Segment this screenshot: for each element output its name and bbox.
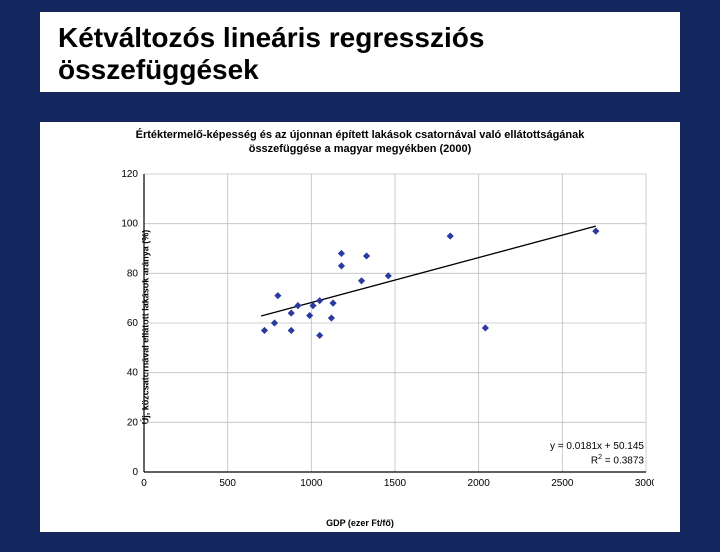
regression-equation: y = 0.0181x + 50.145 R2 = 0.3873: [550, 440, 644, 468]
svg-text:1000: 1000: [300, 478, 323, 489]
chart-title: Értéktermelő-képesség és az újonnan épít…: [40, 122, 680, 157]
svg-text:0: 0: [132, 467, 138, 478]
title-container: Kétváltozós lineáris regressziós összefü…: [40, 12, 680, 92]
slide: Kétváltozós lineáris regressziós összefü…: [0, 12, 720, 552]
svg-text:40: 40: [127, 368, 139, 379]
svg-text:2000: 2000: [468, 478, 491, 489]
chart-title-line2: összefüggése a magyar megyékben (2000): [249, 143, 472, 155]
x-axis-label: GDP (ezer Ft/fő): [40, 518, 680, 528]
svg-text:80: 80: [127, 268, 139, 279]
chart-title-line1: Értéktermelő-képesség és az újonnan épít…: [136, 129, 585, 141]
r2-value: 0.3873: [613, 456, 644, 467]
slide-title: Kétváltozós lineáris regressziós összefü…: [58, 22, 662, 86]
svg-text:0: 0: [141, 478, 147, 489]
svg-text:500: 500: [219, 478, 236, 489]
svg-text:3000: 3000: [635, 478, 654, 489]
chart-panel: Értéktermelő-képesség és az újonnan épít…: [40, 122, 680, 532]
svg-text:1500: 1500: [384, 478, 407, 489]
r-squared-text: R2 = 0.3873: [550, 453, 644, 468]
svg-text:120: 120: [121, 169, 138, 180]
svg-text:60: 60: [127, 318, 139, 329]
equation-text: y = 0.0181x + 50.145: [550, 440, 644, 454]
svg-text:2500: 2500: [551, 478, 574, 489]
svg-text:20: 20: [127, 417, 139, 428]
svg-text:100: 100: [121, 219, 138, 230]
